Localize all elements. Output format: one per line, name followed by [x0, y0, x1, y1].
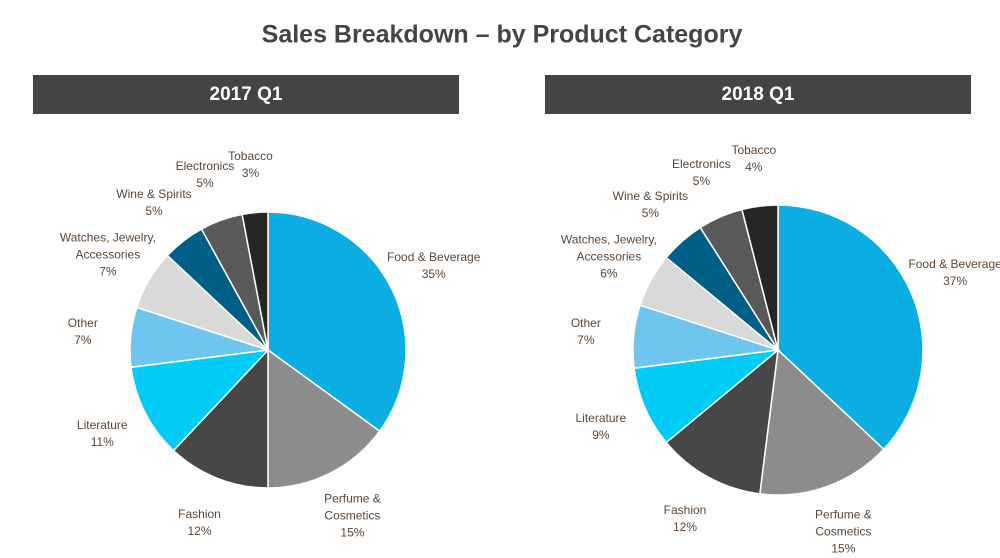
pie-slice: [633, 348, 781, 444]
slice-percent: 7%: [577, 332, 595, 347]
slice-label: Wine & Spirits 5%: [104, 186, 204, 220]
pie-slice: [741, 204, 779, 351]
pie-slice: [665, 348, 779, 495]
slice-label: Watches, Jewelry, Accessories 7%: [58, 230, 158, 281]
pie-slice: [172, 348, 269, 489]
pie-slice: [267, 211, 407, 433]
chart-title: 2018 Q1: [722, 84, 795, 105]
slice-category: Wine & Spirits: [116, 187, 192, 202]
slice-category: Literature: [76, 418, 128, 433]
slice-percent: 5%: [196, 175, 214, 190]
slice-category: Wine & Spirits: [612, 189, 689, 204]
slice-label: Literature 11%: [52, 417, 152, 451]
slice-percent: 9%: [592, 427, 610, 442]
pie-slice: [241, 211, 269, 351]
slice-label: Fashion 12%: [150, 506, 250, 540]
slice-label: Perfume & Cosmetics 15%: [302, 490, 402, 541]
slice-percent: 3%: [241, 165, 260, 180]
header-bar: [33, 75, 459, 114]
slice-percent: 7%: [99, 264, 117, 279]
slice-label: Food & Beverage 35%: [384, 249, 484, 283]
slice-category: Electronics: [672, 156, 731, 171]
slice-percent: 11%: [90, 435, 114, 450]
slice-percent: 5%: [145, 204, 163, 219]
slice-percent: 6%: [600, 266, 618, 281]
slice-percent: 5%: [692, 173, 711, 188]
slice-percent: 15%: [831, 541, 856, 556]
slice-percent: 12%: [187, 523, 212, 538]
slice-category: Watches, Jewelry, Accessories: [59, 230, 156, 262]
slice-category: Food & Beverage: [387, 249, 481, 264]
slice-label: Tobacco 4%: [704, 142, 804, 176]
slice-percent: 15%: [340, 525, 365, 540]
page-title: Sales Breakdown – by Product Category: [262, 21, 743, 49]
pie-slice: [130, 348, 270, 452]
slice-percent: 7%: [74, 333, 92, 348]
slice-label: Food & Beverage 37%: [905, 256, 1000, 290]
slice-label: Watches, Jewelry, Accessories 6%: [559, 232, 659, 283]
slice-category: Tobacco: [228, 148, 273, 163]
slice-category: Electronics: [175, 158, 235, 173]
chart-title: 2017 Q1: [210, 84, 283, 105]
slice-percent: 37%: [943, 274, 968, 289]
slice-category: Perfume & Cosmetics: [815, 507, 872, 539]
slice-percent: 12%: [673, 520, 698, 535]
slice-label: Perfume & Cosmetics 15%: [793, 506, 893, 557]
slice-category: Other: [67, 316, 98, 331]
pie-slice: [267, 348, 381, 489]
slice-label: Other 7%: [536, 315, 636, 349]
slice-category: Other: [570, 315, 601, 330]
slice-category: Literature: [575, 410, 627, 425]
slice-label: Wine & Spirits 5%: [600, 188, 700, 222]
slice-percent: 5%: [641, 206, 660, 221]
pie-slice: [758, 348, 885, 496]
slice-label: Tobacco 3%: [200, 148, 300, 182]
slice-percent: 4%: [745, 159, 763, 174]
slice-percent: 35%: [421, 266, 446, 281]
slice-label: Fashion 12%: [635, 502, 735, 536]
slice-category: Watches, Jewelry, Accessories: [560, 232, 657, 264]
slice-label: Electronics 5%: [155, 158, 255, 192]
slice-label: Electronics 5%: [651, 156, 751, 190]
header-bar: [545, 75, 971, 114]
slice-label: Other 7%: [33, 315, 133, 349]
slice-category: Fashion: [178, 506, 221, 521]
pie-slice: [777, 204, 924, 451]
slice-category: Perfume & Cosmetics: [324, 491, 381, 523]
slice-label: Literature 9%: [551, 410, 651, 444]
slice-category: Food & Beverage: [908, 257, 1000, 272]
slice-category: Fashion: [663, 503, 707, 518]
slice-category: Tobacco: [731, 142, 777, 157]
